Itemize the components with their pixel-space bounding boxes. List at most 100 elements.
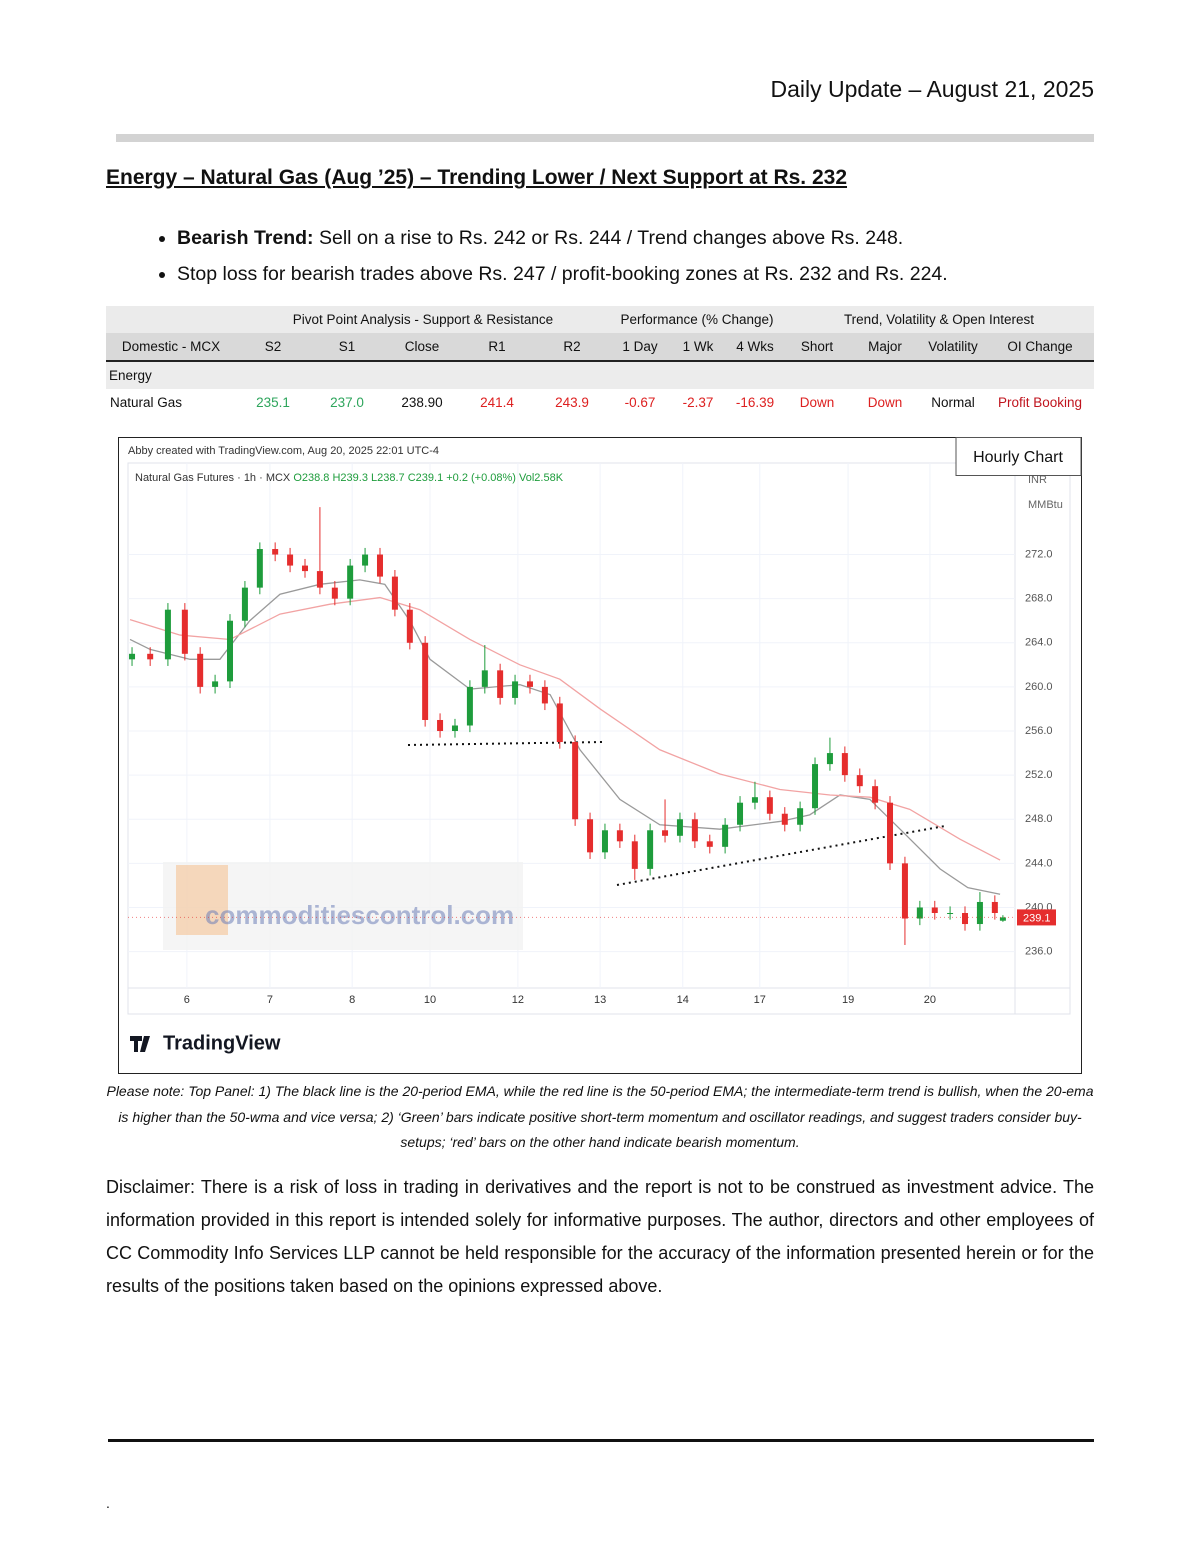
chart-credit: Abby created with TradingView.com, Aug 2…	[128, 445, 439, 457]
bullet-text: Sell on a rise to Rs. 242 or Rs. 244 / T…	[318, 227, 904, 249]
ema-line	[129, 596, 1001, 861]
pivot-table: Pivot Point Analysis - Support & Resista…	[106, 306, 1094, 416]
unit: MMBtu	[1028, 499, 1063, 511]
candle-body	[676, 819, 683, 836]
column-header: Volatility	[920, 333, 986, 362]
divider	[116, 134, 1094, 142]
column-header: Major	[850, 333, 920, 362]
cell	[106, 306, 236, 333]
symbol: Natural Gas Futures · 1h · MCX	[135, 472, 291, 484]
column-header: 1 Wk	[670, 333, 726, 362]
x-tick-label: 7	[267, 994, 273, 1006]
bullet: Bearish Trend: Sell on a rise to Rs. 242…	[177, 220, 1117, 256]
candle-body	[164, 609, 171, 660]
candle-body	[197, 653, 204, 687]
bullet-list: Bearish Trend: Sell on a rise to Rs. 242…	[137, 220, 1117, 292]
footer-rule	[108, 1439, 1094, 1442]
cell: Down	[867, 395, 903, 410]
report-title: Energy – Natural Gas (Aug ’25) – Trendin…	[106, 166, 848, 189]
candle-body	[931, 907, 938, 913]
candle-body	[872, 786, 879, 803]
candle-body	[422, 642, 429, 720]
candle-body	[227, 620, 234, 682]
candle-body	[999, 917, 1006, 921]
group-header: Performance (% Change)	[610, 306, 784, 333]
column-header: 4 Wks	[726, 333, 784, 362]
candle-body	[751, 797, 758, 803]
y-tick-label: 256.0	[1025, 725, 1053, 737]
brand: TradingView	[130, 1032, 281, 1054]
cell: 237.0	[330, 395, 364, 410]
disclaimer: Disclaimer: There is a risk of loss in t…	[106, 1177, 1094, 1296]
section-label: Energy	[106, 361, 1094, 389]
cell: 238.90	[401, 395, 443, 410]
watermark-logo	[176, 865, 228, 935]
cell: Normal	[931, 395, 975, 410]
candle-body	[437, 719, 444, 732]
last-price-tag	[1017, 909, 1056, 926]
candle-body	[287, 554, 294, 566]
candle-body	[631, 841, 638, 869]
y-tick-label: 260.0	[1025, 681, 1053, 693]
x-tick-label: 14	[677, 994, 689, 1006]
cell: -0.67	[624, 395, 656, 410]
data-row: Natural Gas 235.1 237.0 238.90 241.4 243.9 -0.…	[106, 389, 1094, 416]
candle-body	[947, 913, 954, 914]
column-header: S2	[236, 333, 310, 362]
candle-body	[256, 549, 263, 588]
chart-note: Please note: Top Panel: 1) The black lin…	[106, 1083, 1094, 1150]
brand-name: TradingView	[163, 1032, 281, 1054]
support-trendline	[407, 741, 604, 746]
axes: 236.0240.0244.0248.0252.0256.0260.0264.0…	[128, 548, 1056, 1006]
candle-body	[272, 549, 279, 555]
chart-legend: Natural Gas Futures · 1h · MCX O238.8 H2…	[135, 472, 564, 484]
candle-body	[129, 653, 136, 660]
badge-box	[955, 437, 1082, 476]
y-tick-label: 252.0	[1025, 769, 1053, 781]
header-row: Domestic - MCX S2 S1 Close R1 R2 1 Day 1 Wk 4 Wk…	[106, 333, 1094, 362]
report-date: Daily Update – August 21, 2025	[770, 76, 1094, 102]
candle-body	[391, 576, 398, 610]
column-header: S1	[310, 333, 384, 362]
ohlc: O238.8 H239.3 L238.7 C239.1 +0.2 (+0.08%…	[293, 472, 563, 484]
candle-body	[241, 587, 248, 621]
x-tick-label: 13	[594, 994, 606, 1006]
watermark: commoditiescontrol.com	[163, 862, 523, 950]
y-tick-label: 272.0	[1025, 548, 1053, 560]
last-price-label: 239.1	[1023, 912, 1051, 924]
y-tick-label: 236.0	[1025, 946, 1053, 958]
x-tick-label: 19	[842, 994, 854, 1006]
candle-body	[601, 830, 608, 853]
cell: 241.4	[480, 395, 514, 410]
grid	[128, 463, 1015, 988]
ema-line	[129, 579, 1001, 895]
candle-body	[856, 775, 863, 787]
candle-body	[962, 913, 969, 925]
y-tick-label: 264.0	[1025, 637, 1053, 649]
group-header: Trend, Volatility & Open Interest	[784, 306, 1094, 333]
cell: -2.37	[682, 395, 714, 410]
column-header: Domestic - MCX	[106, 333, 236, 362]
candle-body	[512, 681, 519, 698]
candle-body	[376, 554, 383, 577]
candle-body	[316, 571, 323, 588]
cell: 243.9	[555, 395, 589, 410]
footer: .	[106, 1495, 110, 1511]
candle-body	[301, 565, 308, 572]
column-header: 1 Day	[610, 333, 670, 362]
candle-body	[647, 830, 654, 869]
cell: Profit Booking	[997, 395, 1083, 410]
group-row: Pivot Point Analysis - Support & Resista…	[106, 306, 1094, 333]
currency: INR	[1028, 474, 1047, 486]
candle-body	[481, 670, 488, 687]
candle-body	[572, 742, 579, 820]
candle-body	[781, 813, 788, 825]
column-header: R2	[534, 333, 610, 362]
candle-body	[976, 901, 983, 925]
candle-body	[212, 681, 219, 687]
brand-logo	[130, 1036, 150, 1052]
x-tick-label: 20	[924, 994, 936, 1006]
bullet: Stop loss for bearish trades above Rs. 2…	[177, 256, 1117, 292]
x-tick-label: 6	[184, 994, 190, 1006]
